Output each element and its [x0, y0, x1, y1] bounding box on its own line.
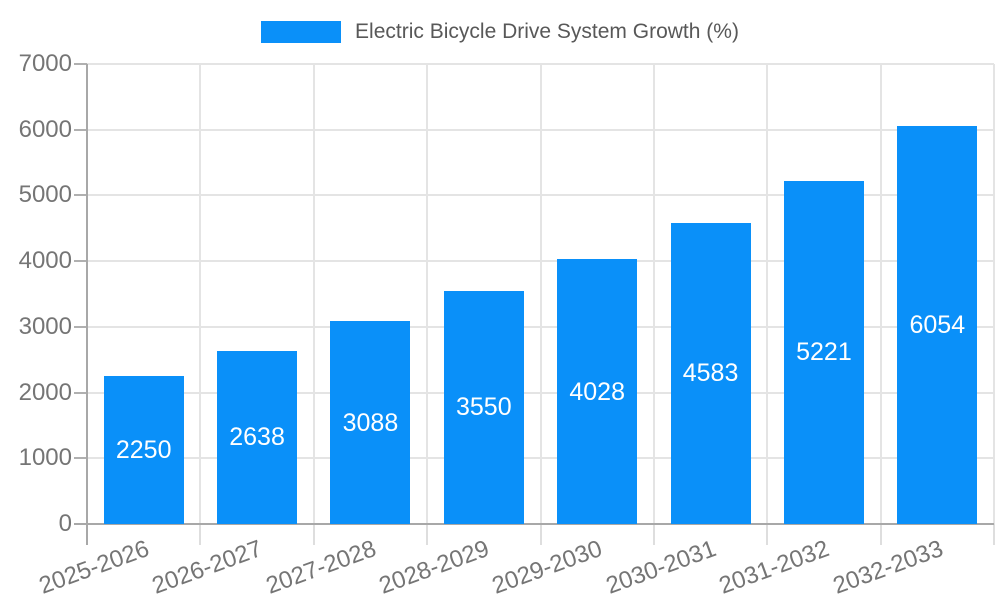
y-tick-mark: [74, 391, 87, 394]
bar-value-label: 4028: [569, 377, 625, 406]
bar: [103, 376, 184, 524]
v-gridline: [879, 64, 882, 524]
y-tick-label: 2000: [18, 378, 72, 406]
x-tick-label: 2030-2031: [602, 535, 720, 600]
bar-value-label: 3550: [456, 393, 512, 422]
v-gridline: [539, 64, 542, 524]
y-tick-label: 4000: [18, 247, 72, 275]
legend-label: Electric Bicycle Drive System Growth (%): [355, 20, 739, 43]
x-tick-label: 2032-2033: [829, 535, 947, 600]
y-tick-mark: [74, 128, 87, 131]
x-tick-label: 2028-2029: [375, 535, 493, 600]
v-gridline: [426, 64, 429, 524]
v-gridline: [652, 64, 655, 524]
bar-value-label: 2638: [229, 423, 285, 452]
v-gridline: [312, 64, 315, 524]
bar: [670, 222, 751, 524]
bar: [443, 290, 524, 524]
y-tick-mark: [74, 457, 87, 460]
y-tick-label: 0: [58, 510, 72, 537]
y-tick-mark: [74, 63, 87, 65]
x-tick-mark: [539, 524, 542, 545]
y-tick-label: 6000: [18, 115, 72, 143]
x-tick-mark: [993, 524, 995, 545]
y-tick-label: 1000: [18, 444, 72, 472]
bar: [783, 180, 864, 524]
bar-value-label: 6054: [909, 311, 966, 340]
y-tick-mark: [74, 260, 87, 263]
x-tick-mark: [652, 524, 655, 545]
legend[interactable]: Electric Bicycle Drive System Growth (%): [0, 20, 1000, 44]
x-tick-mark: [879, 524, 882, 545]
x-tick-label: 2029-2030: [488, 535, 607, 600]
x-tick-mark: [312, 524, 315, 545]
bar: [897, 126, 978, 524]
y-tick-mark: [74, 325, 87, 328]
bar: [330, 321, 411, 524]
bar-value-label: 4583: [682, 359, 739, 388]
x-tick-label: 2025-2026: [35, 535, 153, 600]
y-tick-label: 5000: [18, 181, 72, 209]
x-tick-label: 2031-2032: [715, 535, 833, 600]
x-tick-label: 2027-2028: [262, 535, 380, 600]
legend-swatch-icon: [261, 21, 342, 43]
v-gridline: [766, 64, 769, 524]
y-tick-label: 7000: [18, 50, 72, 77]
x-axis-line: [74, 523, 994, 525]
x-tick-mark: [199, 524, 202, 545]
bar-value-label: 5221: [796, 338, 852, 367]
bar-value-label: 3088: [342, 408, 399, 437]
x-tick-label: 2026-2027: [148, 535, 266, 600]
y-axis-line: [86, 64, 88, 545]
x-tick-mark: [426, 524, 429, 545]
x-tick-mark: [766, 524, 769, 545]
bar: [557, 259, 638, 524]
v-gridline: [993, 64, 995, 524]
y-tick-mark: [74, 194, 87, 197]
v-gridline: [199, 64, 202, 524]
bar-value-label: 2250: [115, 436, 172, 465]
y-tick-label: 3000: [18, 312, 72, 340]
bar: [217, 350, 298, 524]
